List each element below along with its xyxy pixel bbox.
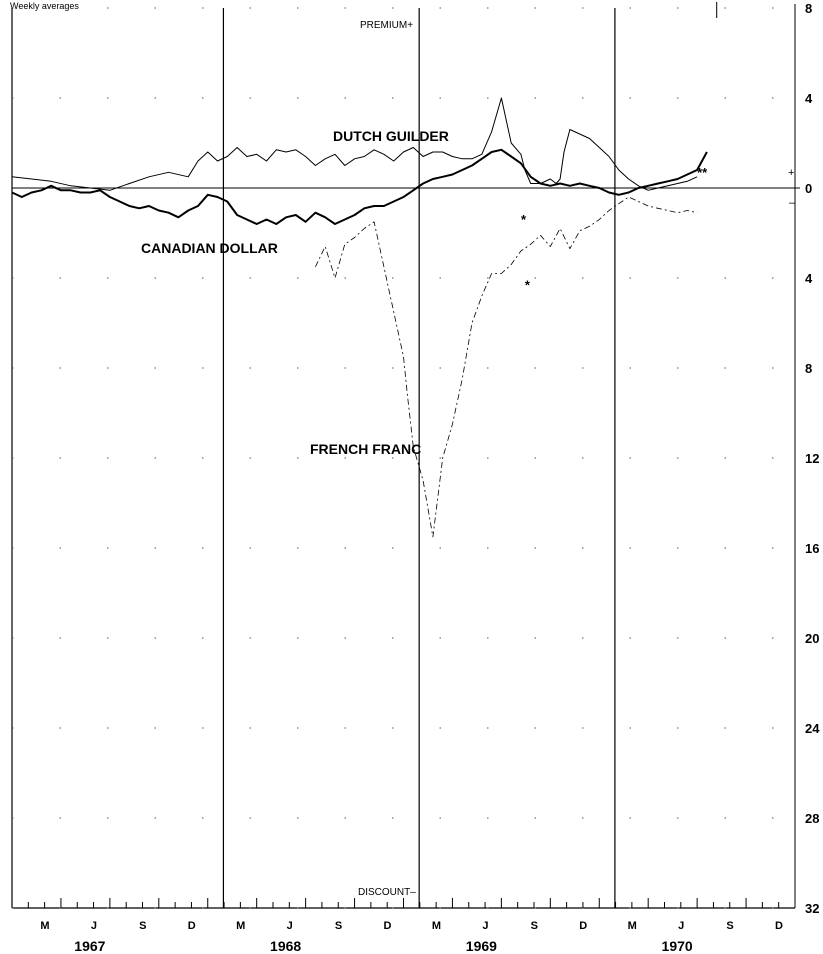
annotation-0: *: [521, 212, 527, 227]
y-tick-label-4: 8: [805, 361, 812, 376]
x-tick-label-9: J: [482, 920, 488, 932]
x-tick-label-2: S: [139, 920, 146, 932]
year-label-2: 1969: [466, 938, 497, 954]
plus-sign-label: +: [788, 167, 794, 179]
x-tick-label-12: M: [628, 920, 637, 932]
year-label-3: 1970: [662, 938, 693, 954]
series-layer: ****: [11, 97, 708, 538]
series-line-french-franc: [315, 196, 698, 538]
x-tick-label-15: D: [775, 920, 783, 932]
annotation-1: *: [525, 277, 531, 292]
y-tick-label-1: 4: [805, 91, 813, 106]
year-label-1: 1968: [270, 938, 301, 954]
minus-sign-label: –: [789, 197, 796, 209]
y-tick-label-10: 32: [805, 901, 819, 916]
x-tick-label-4: M: [236, 920, 245, 932]
premium-label: PREMIUM+: [360, 20, 413, 31]
y-tick-label-9: 28: [805, 811, 819, 826]
x-tick-label-3: D: [188, 920, 196, 932]
legend-french-franc: FRENCH FRANC: [310, 441, 421, 457]
y-tick-label-8: 24: [805, 721, 820, 736]
tick-layer: 8 4 0 4 8 12 16 20 24 28 32 M J S D M J S D M J S D M J S D 1967 196…: [11, 1, 820, 954]
legend-canadian-dollar: CANADIAN DOLLAR: [141, 240, 278, 256]
x-tick-label-5: J: [287, 920, 293, 932]
series-line-dutch-guilder: [11, 97, 698, 191]
series-line-canadian-dollar: [11, 148, 708, 225]
x-tick-label-0: M: [40, 920, 49, 932]
y-tick-label-6: 16: [805, 541, 819, 556]
y-tick-label-2: 0: [805, 181, 812, 196]
x-tick-label-14: S: [726, 920, 733, 932]
y-tick-label-0: 8: [805, 1, 812, 16]
x-tick-label-1: J: [91, 920, 97, 932]
x-tick-label-8: M: [432, 920, 441, 932]
annotation-2: **: [697, 165, 708, 180]
y-tick-label-7: 20: [805, 631, 819, 646]
legend-dutch-guilder: DUTCH GUILDER: [333, 128, 449, 144]
chart-subtitle: Weekly averages: [10, 1, 79, 11]
y-tick-label-5: 12: [805, 451, 819, 466]
discount-label: DISCOUNT–: [358, 887, 416, 898]
x-tick-label-7: D: [384, 920, 392, 932]
x-tick-label-10: S: [531, 920, 538, 932]
y-tick-label-3: 4: [805, 271, 813, 286]
year-label-0: 1967: [74, 938, 105, 954]
x-tick-label-13: J: [678, 920, 684, 932]
x-tick-label-11: D: [579, 920, 587, 932]
x-tick-label-6: S: [335, 920, 342, 932]
